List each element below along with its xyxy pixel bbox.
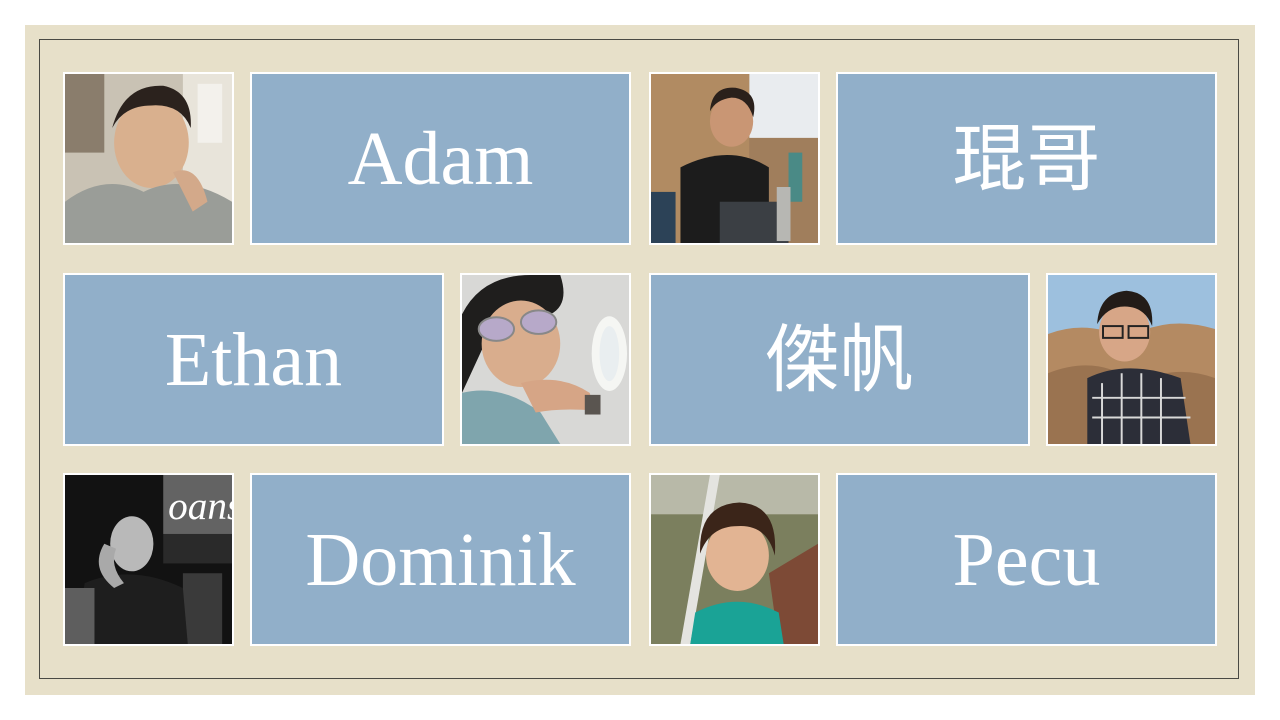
name-tile-pecu: Pecu	[836, 473, 1217, 646]
name-label-jie-fan: 傑帆	[765, 316, 914, 403]
photo-jie-fan	[1046, 273, 1217, 446]
photo-adam	[63, 72, 234, 245]
name-tile-adam: Adam	[250, 72, 631, 245]
name-label-kun-ge: 琨哥	[952, 115, 1101, 202]
name-tile-dominik: Dominik	[250, 473, 631, 646]
name-label-ethan: Ethan	[164, 317, 343, 402]
name-tile-ethan: Ethan	[63, 273, 444, 446]
name-tile-kun-ge: 琨哥	[836, 72, 1217, 245]
name-tile-jie-fan: 傑帆	[649, 273, 1030, 446]
name-label-dominik: Dominik	[305, 517, 576, 602]
photo-kun-ge	[649, 72, 820, 245]
photo-ethan	[460, 273, 631, 446]
name-label-adam: Adam	[347, 116, 534, 201]
name-label-pecu: Pecu	[952, 517, 1101, 602]
photo-dominik: oans	[63, 473, 234, 646]
slide-frame	[39, 39, 1239, 679]
photo-pecu	[649, 473, 820, 646]
storefront-sign-text: oans	[168, 485, 232, 528]
